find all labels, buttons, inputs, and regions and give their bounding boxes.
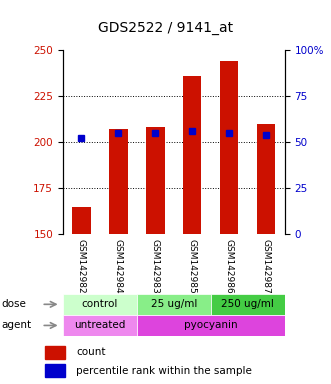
- Text: dose: dose: [2, 299, 26, 310]
- Text: 250 ug/ml: 250 ug/ml: [221, 299, 274, 310]
- Bar: [137, 294, 211, 315]
- Bar: [63, 315, 137, 336]
- Bar: [72, 207, 91, 234]
- Text: GSM142982: GSM142982: [77, 239, 86, 294]
- Text: GDS2522 / 9141_at: GDS2522 / 9141_at: [98, 21, 233, 35]
- Text: GSM142984: GSM142984: [114, 239, 123, 294]
- Text: agent: agent: [2, 320, 32, 331]
- Text: 25 ug/ml: 25 ug/ml: [151, 299, 197, 310]
- Text: count: count: [76, 347, 106, 357]
- Text: untreated: untreated: [74, 320, 125, 331]
- Text: GSM142987: GSM142987: [262, 239, 271, 294]
- Bar: [45, 364, 65, 377]
- Text: percentile rank within the sample: percentile rank within the sample: [76, 366, 252, 376]
- Bar: [45, 346, 65, 359]
- Text: GSM142986: GSM142986: [225, 239, 234, 294]
- Text: control: control: [82, 299, 118, 310]
- Bar: [109, 129, 127, 234]
- Bar: [220, 61, 238, 234]
- Bar: [63, 294, 137, 315]
- Text: GSM142983: GSM142983: [151, 239, 160, 294]
- Text: pyocyanin: pyocyanin: [184, 320, 238, 331]
- Bar: [146, 127, 165, 234]
- Bar: [137, 315, 285, 336]
- Text: GSM142985: GSM142985: [188, 239, 197, 294]
- Bar: [257, 124, 275, 234]
- Bar: [183, 76, 202, 234]
- Bar: [211, 294, 285, 315]
